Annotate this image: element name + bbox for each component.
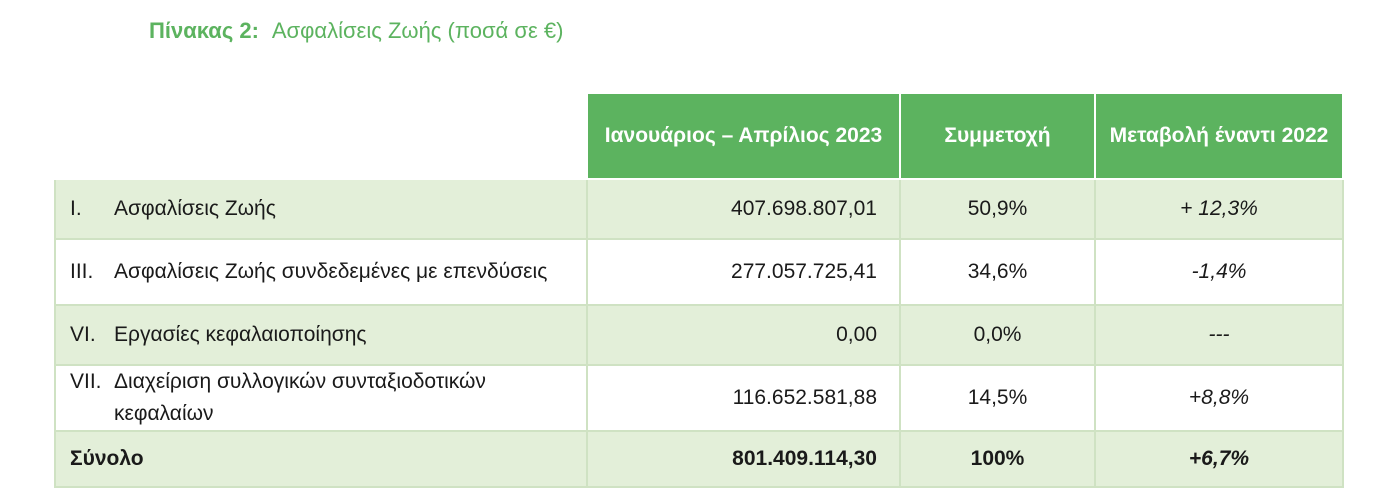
row-label-cell: I. Ασφαλίσεις Ζωής (54, 178, 588, 240)
table-row: VI. Εργασίες κεφαλαιοποίησης 0,00 0,0% --… (54, 304, 1344, 366)
row-amount: 116.652.581,88 (586, 364, 901, 432)
header-change: Μεταβολή έναντι 2022 (1094, 92, 1344, 180)
total-share: 100% (899, 430, 1096, 488)
row-change: +8,8% (1094, 364, 1344, 432)
total-amount: 801.409.114,30 (586, 430, 901, 488)
row-share: 50,9% (899, 178, 1096, 240)
row-label: Ασφαλίσεις Ζωής (114, 197, 276, 220)
life-insurance-table: Ιανουάριος – Απρίλιος 2023 Συμμετοχή Μετ… (54, 92, 1344, 488)
table-row: III. Ασφαλίσεις Ζωής συνδεδεμένες με επεν… (54, 238, 1344, 306)
total-row: Σύνολο 801.409.114,30 100% +6,7% (54, 430, 1344, 488)
row-amount: 407.698.807,01 (586, 178, 901, 240)
row-change: -1,4% (1094, 238, 1344, 306)
total-change: +6,7% (1094, 430, 1344, 488)
row-share: 34,6% (899, 238, 1096, 306)
header-empty-cell (54, 92, 588, 180)
table-row: VII. Διαχείριση συλλογικών συνταξιοδοτικώ… (54, 364, 1344, 432)
header-share: Συμμετοχή (899, 92, 1096, 180)
table-header-row: Ιανουάριος – Απρίλιος 2023 Συμμετοχή Μετ… (54, 92, 1344, 180)
row-amount: 0,00 (586, 304, 901, 366)
row-label: Εργασίες κεφαλαιοποίησης (114, 323, 367, 346)
table-number: Πίνακας 2: (149, 18, 259, 43)
row-share: 0,0% (899, 304, 1096, 366)
row-number: III. (70, 260, 94, 283)
row-change: + 12,3% (1094, 178, 1344, 240)
row-label: Διαχείριση συλλογικών συνταξιοδοτικών κε… (114, 370, 486, 425)
row-share: 14,5% (899, 364, 1096, 432)
row-number: I. (70, 197, 82, 220)
table-row: I. Ασφαλίσεις Ζωής 407.698.807,01 50,9% +… (54, 178, 1344, 240)
table-caption: Πίνακας 2: Ασφαλίσεις Ζωής (ποσά σε €) (149, 18, 563, 44)
row-amount: 277.057.725,41 (586, 238, 901, 306)
row-number: VII. (70, 370, 102, 393)
row-label-cell: VI. Εργασίες κεφαλαιοποίησης (54, 304, 588, 366)
table-title: Ασφαλίσεις Ζωής (ποσά σε €) (271, 18, 564, 43)
row-number: VI. (70, 323, 96, 346)
row-label: Ασφαλίσεις Ζωής συνδεδεμένες με επενδύσε… (114, 260, 548, 283)
row-label-cell: III. Ασφαλίσεις Ζωής συνδεδεμένες με επεν… (54, 238, 588, 306)
row-label-cell: VII. Διαχείριση συλλογικών συνταξιοδοτικώ… (54, 364, 588, 432)
total-label: Σύνολο (54, 430, 588, 488)
row-change: --- (1094, 304, 1344, 366)
header-period: Ιανουάριος – Απρίλιος 2023 (586, 92, 901, 180)
